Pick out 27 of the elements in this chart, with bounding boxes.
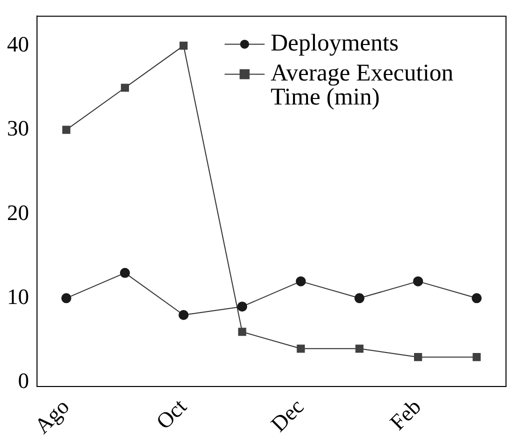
point	[238, 328, 246, 336]
legend-label: Deployments	[270, 30, 399, 56]
point	[296, 344, 305, 353]
point	[354, 293, 364, 304]
point	[237, 302, 248, 312]
point	[120, 268, 130, 278]
legend-label: Average Execution Time (min)	[270, 60, 454, 110]
point	[296, 276, 306, 286]
y-tick-label: 10	[7, 284, 29, 309]
y-tick-label: 0	[18, 368, 29, 394]
point	[413, 276, 424, 286]
point	[180, 42, 188, 50]
point	[472, 353, 481, 362]
y-tick-label: 20	[7, 200, 29, 225]
point	[62, 126, 70, 134]
point	[178, 310, 189, 320]
y-tick-label: 40	[7, 31, 29, 56]
point	[120, 84, 129, 92]
y-tick-label: 30	[7, 116, 29, 141]
point	[61, 293, 72, 304]
point	[355, 344, 364, 353]
x-tick-label: Dec	[266, 394, 309, 437]
x-tick-label: Feb	[384, 394, 426, 435]
point	[414, 353, 422, 362]
x-tick-label: Oct	[151, 394, 192, 434]
x-tick-label: Ago	[29, 394, 74, 438]
point	[472, 293, 482, 304]
